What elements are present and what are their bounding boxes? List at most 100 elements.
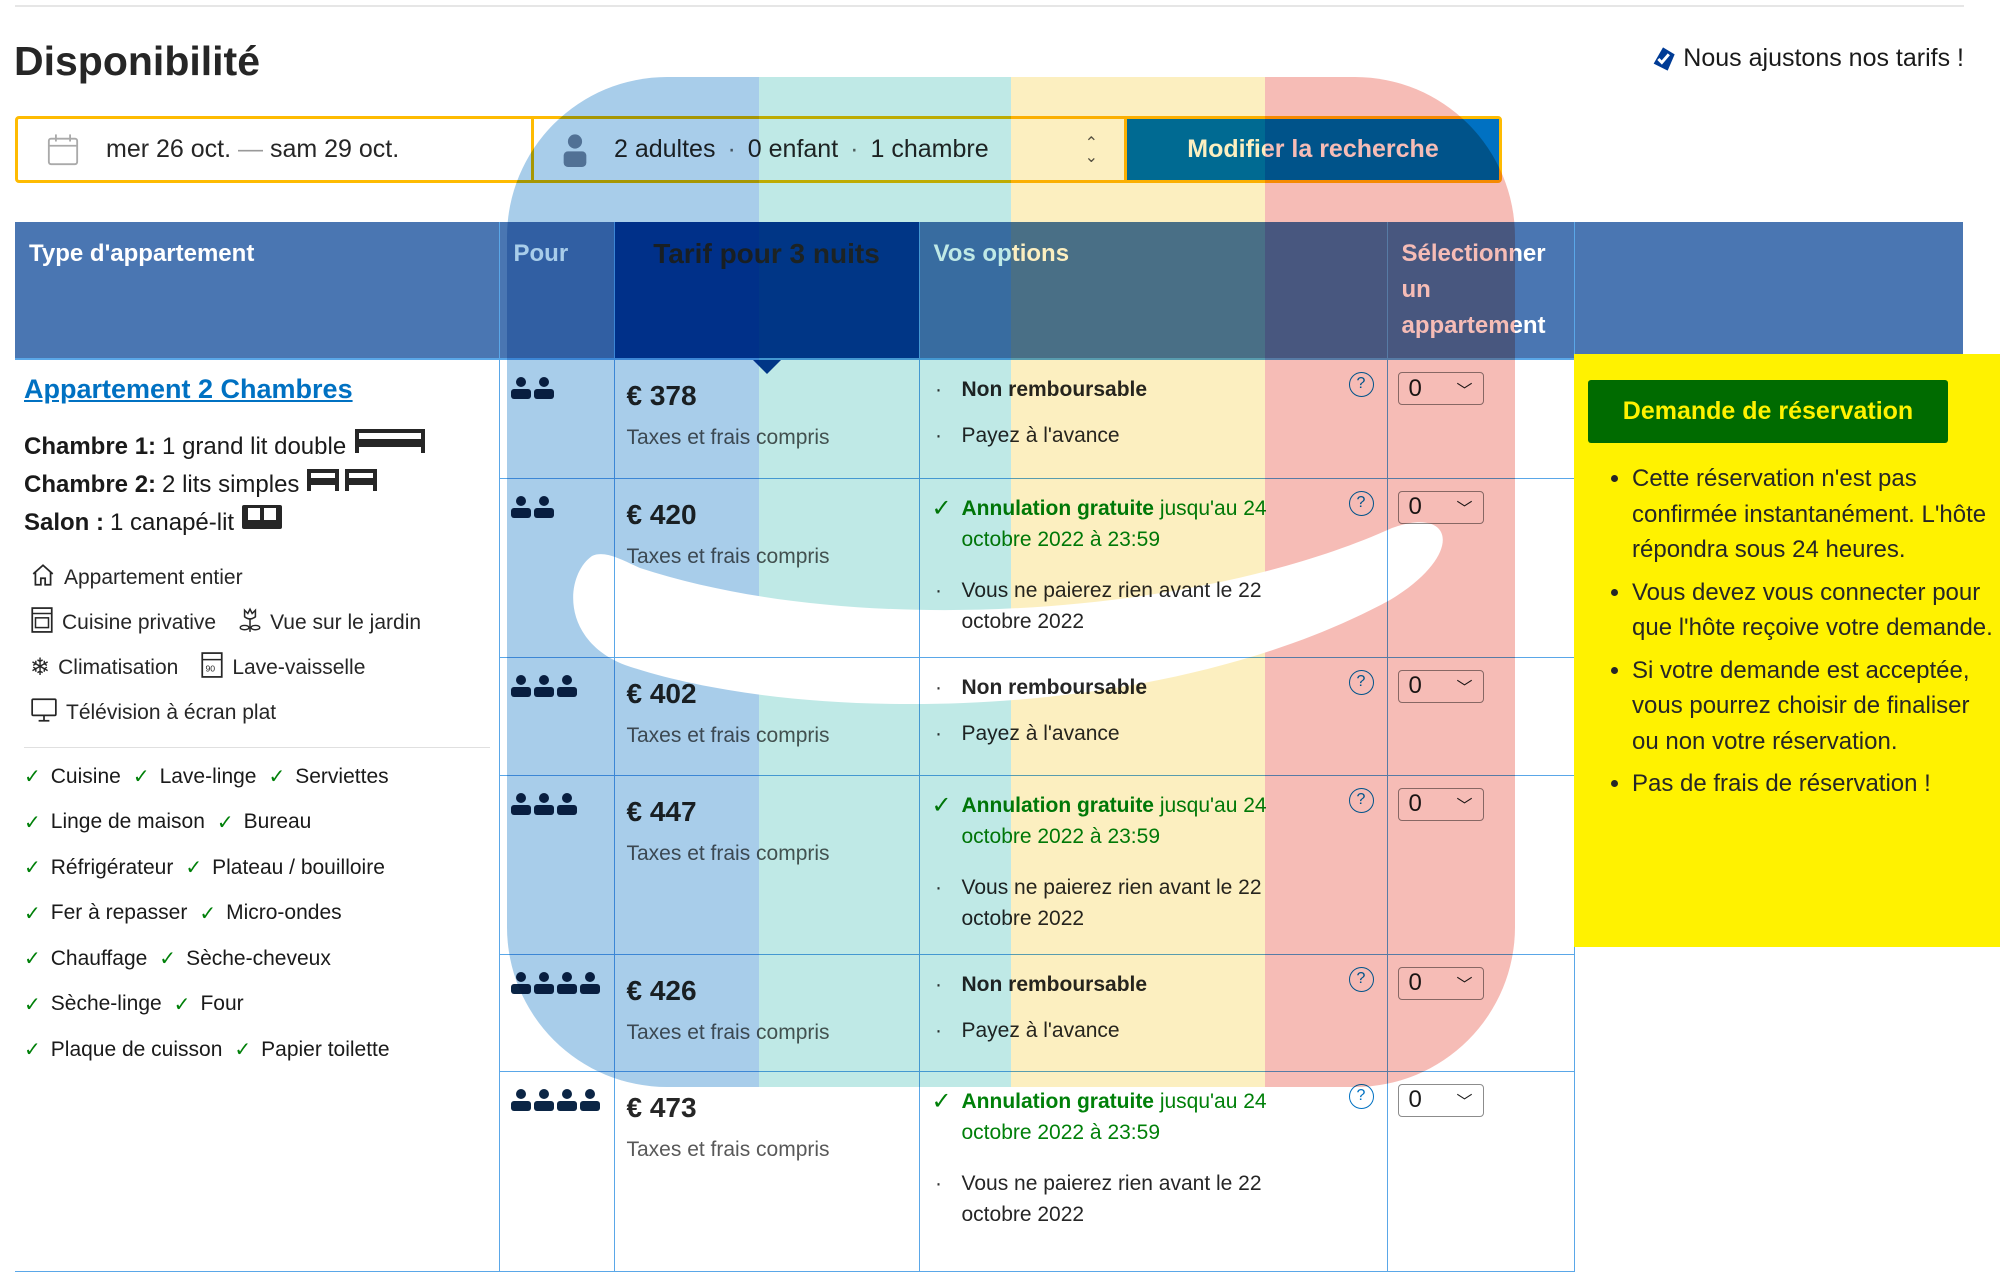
tax-note: Taxes et frais compris <box>626 723 830 747</box>
check-icon: ✓ <box>24 993 41 1016</box>
snowflake-icon: ❄ <box>30 654 51 681</box>
options-cell: ✓ Annulation gratuite jusqu'au 24 octobre… <box>918 774 1388 955</box>
apartment-quantity-select[interactable]: 0 ﹀ <box>1397 372 1484 405</box>
dishwasher-icon: 90 <box>200 651 224 684</box>
options-cell: ✓ Annulation gratuite jusqu'au 24 octobre… <box>918 1070 1388 1272</box>
header-options: Vos options <box>918 222 1387 360</box>
price: € 402 <box>626 677 697 709</box>
price-cell: € 447 Taxes et frais compris <box>613 774 920 955</box>
header-price: Tarif pour 3 nuits <box>613 222 919 374</box>
facility-item: Vue sur le jardin <box>238 606 421 635</box>
apartment-quantity-select[interactable]: 0 ﹀ <box>1397 1083 1484 1117</box>
top-divider <box>15 5 1964 7</box>
help-icon[interactable]: ? <box>1348 490 1374 516</box>
tax-note: Taxes et frais compris <box>626 426 830 449</box>
blank-cell <box>1573 954 1963 1071</box>
sort-arrow <box>752 360 781 374</box>
person-icon <box>563 133 587 167</box>
check-icon: ✓ <box>159 948 177 971</box>
price-cell: € 378 Taxes et frais compris <box>613 358 920 479</box>
select-cell: 0 ﹀ <box>1386 358 1575 479</box>
price-cell: € 420 Taxes et frais compris <box>613 477 920 658</box>
options-cell: ✓ Annulation gratuite jusqu'au 24 octobre… <box>918 477 1388 658</box>
facility-item: 90 Lave-vaisselle <box>200 651 365 680</box>
svg-text:90: 90 <box>206 663 216 673</box>
price-cell: € 402 Taxes et frais compris <box>613 656 920 776</box>
chevron-down-icon: ﹀ <box>1456 798 1473 815</box>
apartment-quantity-select[interactable]: 0 ﹀ <box>1397 966 1484 1000</box>
amenity-item: ✓ Four <box>173 992 244 1016</box>
apartment-quantity-select[interactable]: 0 ﹀ <box>1397 787 1484 821</box>
select-cell: 0 ﹀ <box>1386 774 1575 955</box>
amenity-item: ✓ Fer à repasser <box>24 901 188 925</box>
reservation-panel: Demande de réservation Cette réservation… <box>1574 354 2000 947</box>
single-beds-icon <box>305 465 379 503</box>
check-icon: ✓ <box>931 791 952 819</box>
search-bar: mer 26 oct. — sam 29 oct. 2 adultes · 0 en… <box>15 116 1502 183</box>
select-cell: 0 ﹀ <box>1386 477 1575 658</box>
check-icon: ✓ <box>24 1039 41 1062</box>
facility-item: ❄ Climatisation <box>30 654 179 681</box>
guests-selector[interactable]: 2 adultes · 0 enfant · 1 chambre ⌃ ⌄ <box>534 119 1127 180</box>
help-icon[interactable]: ? <box>1348 372 1374 397</box>
max-persons <box>498 774 615 955</box>
double-bed-icon <box>352 427 428 465</box>
room-name-link[interactable]: Appartement 2 Chambres <box>24 374 353 404</box>
check-icon: ✓ <box>216 811 234 834</box>
price: € 420 <box>626 498 697 530</box>
amenity-item: ✓ Réfrigérateur <box>24 855 174 880</box>
amenity-item: ✓ Micro-ondes <box>199 901 342 925</box>
bed-info: Chambre 2: 2 lits simples <box>24 465 490 503</box>
help-icon[interactable]: ? <box>1348 669 1374 695</box>
apartment-quantity-select[interactable]: 0 ﹀ <box>1397 669 1484 703</box>
tax-note: Taxes et frais compris <box>626 841 830 865</box>
max-persons <box>498 1070 615 1272</box>
check-icon: ✓ <box>199 902 217 925</box>
panel-bullet: Vous devez vous connecter pour que l'hôt… <box>1632 575 2000 646</box>
kitchen-icon <box>30 606 54 639</box>
chevron-down-icon: ﹀ <box>1456 1094 1473 1111</box>
check-icon: ✓ <box>24 902 41 925</box>
sofa-bed-icon <box>240 503 284 541</box>
facility-item: Appartement entier <box>30 563 494 590</box>
amenity-item: ✓ Sèche-cheveux <box>159 946 331 971</box>
apartment-type-cell: Appartement 2 Chambres Chambre 1: 1 grand … <box>15 358 500 1272</box>
tax-note: Taxes et frais compris <box>626 1020 830 1044</box>
apartment-quantity-select[interactable]: 0 ﹀ <box>1397 490 1484 524</box>
options-cell: · Non remboursable · Payez à l'avance? <box>918 656 1388 776</box>
price-notice: Nous ajustons nos tarifs ! <box>1649 44 1964 73</box>
header-for: Pour <box>498 222 614 360</box>
flower-icon <box>238 606 262 639</box>
check-icon: ✓ <box>185 857 203 880</box>
amenity-item: ✓ Chauffage <box>24 946 148 971</box>
max-persons <box>498 358 615 479</box>
chevron-down-icon: ﹀ <box>1456 977 1473 994</box>
help-icon[interactable]: ? <box>1348 966 1374 992</box>
check-icon: ✓ <box>173 993 191 1016</box>
chevron-down-icon: ﹀ <box>1456 501 1473 518</box>
date-picker[interactable]: mer 26 oct. — sam 29 oct. <box>18 119 534 180</box>
header-apartment-type: Type d'appartement <box>15 222 499 360</box>
options-cell: · Non remboursable · Payez à l'avance? <box>918 953 1388 1072</box>
amenity-item: ✓ Papier toilette <box>234 1037 390 1062</box>
select-cell: 0 ﹀ <box>1386 1070 1575 1272</box>
amenity-item: ✓ Sèche-linge <box>24 992 162 1016</box>
price: € 447 <box>626 795 697 827</box>
amenity-item: ✓ Linge de maison <box>24 810 205 834</box>
max-persons <box>498 656 615 776</box>
check-icon: ✓ <box>234 1039 252 1062</box>
price: € 426 <box>626 974 697 1006</box>
check-icon: ✓ <box>24 766 41 789</box>
max-persons <box>498 953 615 1072</box>
help-icon[interactable]: ? <box>1348 1083 1374 1109</box>
panel-bullet: Pas de frais de réservation ! <box>1632 766 2000 802</box>
amenity-item: ✓ Bureau <box>216 810 312 834</box>
request-reservation-button[interactable]: Demande de réservation <box>1588 380 1948 443</box>
check-icon: ✓ <box>931 494 952 522</box>
select-cell: 0 ﹀ <box>1386 656 1575 776</box>
panel-bullet: Cette réservation n'est pas confirmée in… <box>1632 461 2000 568</box>
help-icon[interactable]: ? <box>1348 787 1374 813</box>
modify-search-button[interactable]: Modifier la recherche <box>1127 119 1499 180</box>
check-icon: ✓ <box>24 811 41 834</box>
price-cell: € 426 Taxes et frais compris <box>613 953 920 1072</box>
